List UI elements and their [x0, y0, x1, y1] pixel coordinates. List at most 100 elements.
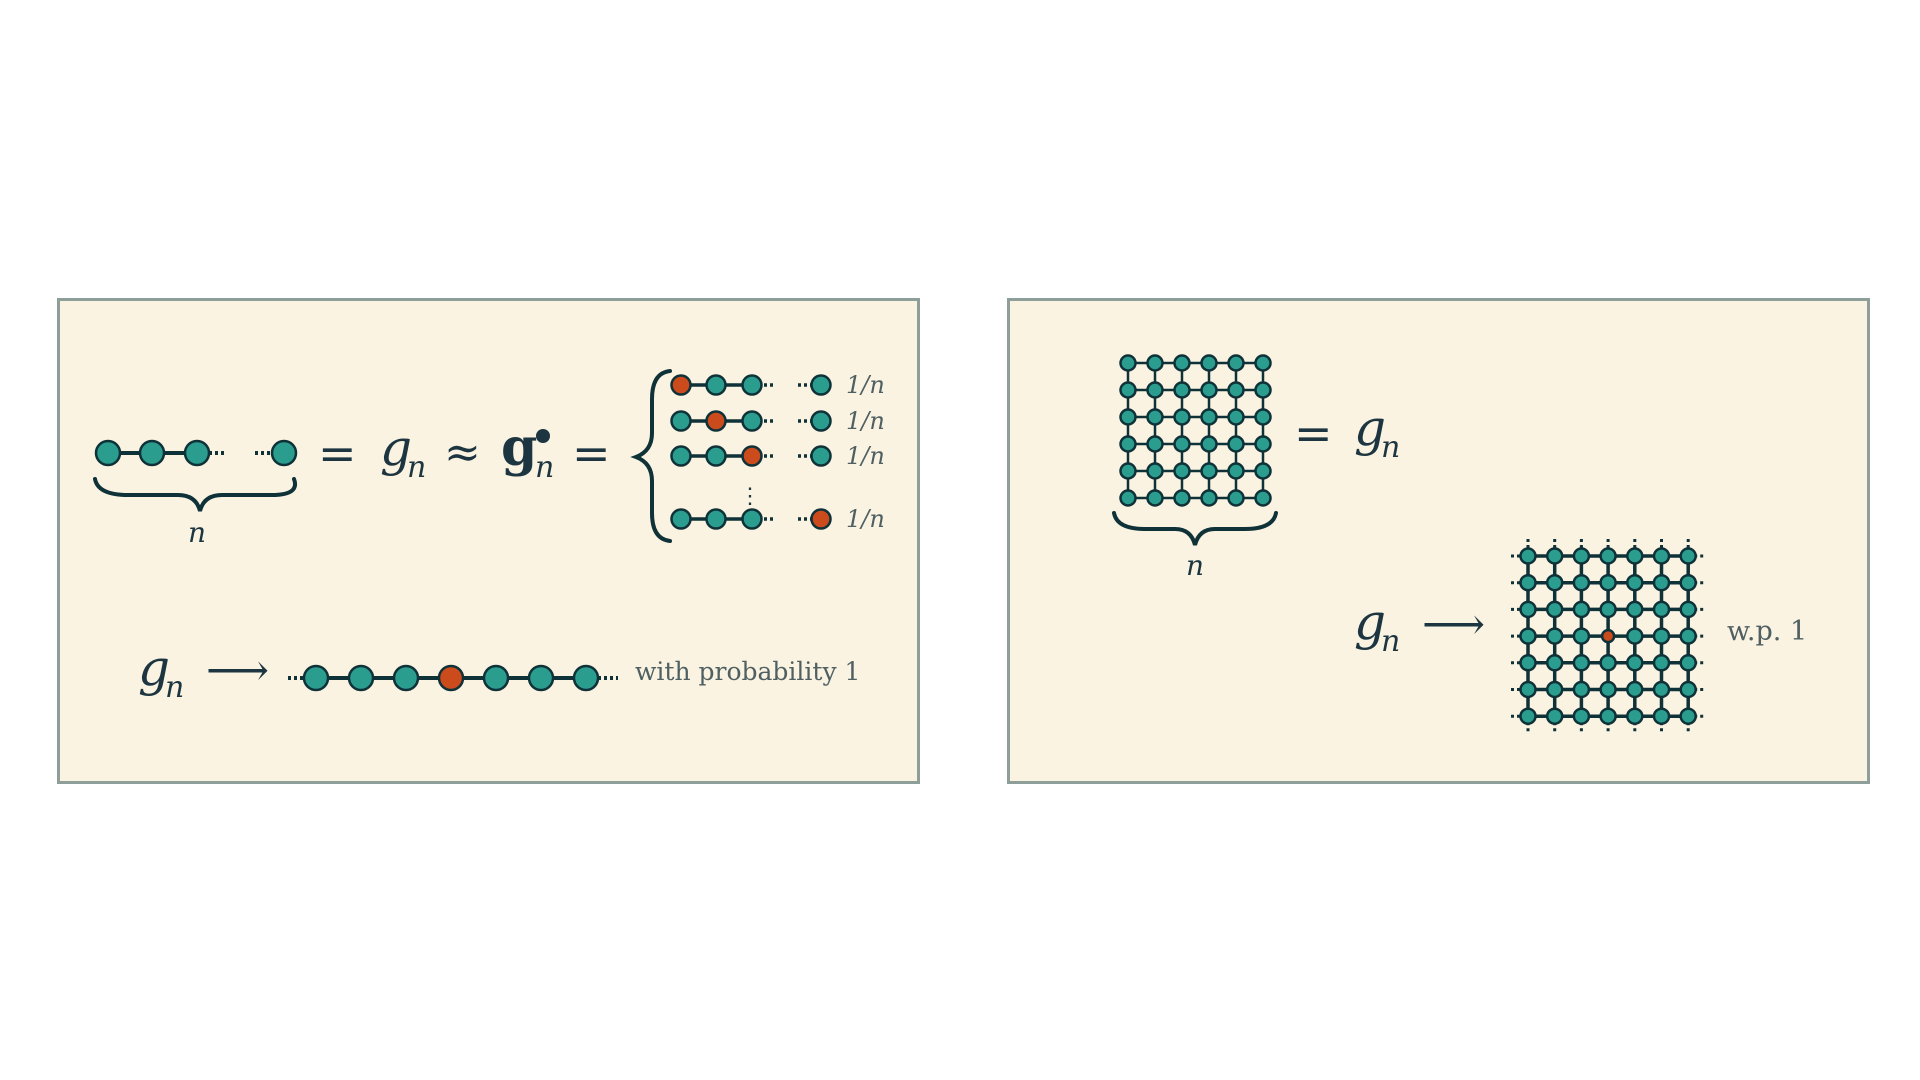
grid-brace-label-n: n: [1186, 549, 1204, 582]
underbrace: [93, 477, 297, 512]
vertex: [1679, 627, 1697, 645]
equals-sign: =: [318, 426, 357, 480]
vertex: [1119, 435, 1137, 453]
g-subscript-n: n: [407, 450, 426, 485]
left-panel: n = g n ≈ g n = 1/n 1/n 1/n 1/n ⋮ g n ⟶ wit…: [57, 298, 920, 784]
vertex: [1545, 573, 1564, 592]
vertex: [1626, 573, 1644, 592]
bold-g-subscript-n: n: [535, 450, 554, 485]
vertex: [572, 664, 600, 692]
vertex: [1519, 600, 1537, 619]
grid-limit-arrow: ⟶: [1422, 599, 1485, 650]
marked-vertex: [810, 508, 832, 530]
vertex: [1652, 680, 1671, 699]
vertex: [670, 410, 692, 432]
vertex: [741, 374, 763, 396]
grid-equals-sign: =: [1294, 406, 1333, 460]
right-panel: n = g n g n ⟶ w.p. 1: [1007, 298, 1870, 784]
vertex: [1545, 654, 1564, 672]
vertex: [1599, 600, 1617, 619]
grid-limit-g-subscript-n: n: [1381, 624, 1400, 659]
vertex: [810, 410, 832, 432]
vertex: [705, 445, 727, 467]
vertex: [1254, 462, 1272, 480]
vertex: [1173, 462, 1191, 480]
left-panel-diagram: n = g n ≈ g n = 1/n 1/n 1/n 1/n ⋮ g n ⟶ wit…: [93, 369, 885, 705]
case-probability-label: 1/n: [846, 371, 885, 399]
vertex: [1545, 547, 1564, 565]
vertex: [1519, 627, 1537, 645]
vertex: [741, 410, 763, 432]
cases-brace: [630, 369, 672, 543]
g-symbol: g: [380, 419, 412, 477]
vertex: [1519, 680, 1537, 699]
vertex: [1146, 408, 1164, 426]
vertex: [1519, 707, 1537, 725]
limit-arrow: ⟶: [206, 645, 269, 696]
vertex: [1626, 654, 1644, 672]
vertex: [1146, 381, 1164, 399]
vertex: [1626, 680, 1644, 699]
vertex: [1200, 462, 1218, 480]
approx-sign: ≈: [444, 427, 481, 478]
vertex: [1679, 600, 1697, 619]
vertex: [1679, 707, 1697, 725]
vertex: [1200, 489, 1218, 507]
vertex: [1119, 408, 1137, 426]
right-panel-diagram: n = g n g n ⟶ w.p. 1: [1112, 354, 1807, 734]
vertex: [1572, 600, 1591, 619]
rooted-bullet: [536, 429, 550, 443]
vertex: [302, 664, 330, 692]
infinite-path-graph: [288, 664, 618, 692]
vertex: [1572, 573, 1591, 592]
vertex: [1599, 573, 1617, 592]
vertex: [1545, 600, 1564, 619]
vertex: [1652, 707, 1671, 725]
vertex: [810, 445, 832, 467]
vertex: [1119, 462, 1137, 480]
vertex: [1652, 600, 1671, 619]
vertex: [1227, 435, 1245, 453]
vertex: [1679, 547, 1697, 565]
vertex: [1146, 489, 1164, 507]
vertex: [1545, 627, 1564, 645]
vertex: [1200, 354, 1218, 372]
vertex: [1545, 707, 1564, 725]
vertex: [482, 664, 510, 692]
vertex: [1173, 354, 1191, 372]
vertex: [1173, 489, 1191, 507]
vertex: [1200, 381, 1218, 399]
wp1-label: w.p. 1: [1727, 616, 1807, 647]
vertex: [1572, 627, 1591, 645]
vertex: [392, 664, 420, 692]
vertex: [1626, 547, 1644, 565]
vertex: [1119, 354, 1137, 372]
grid-underbrace: [1112, 511, 1278, 546]
vertex: [670, 445, 692, 467]
limit-g-subscript-n: n: [165, 670, 184, 705]
vertex: [1572, 654, 1591, 672]
vertex: [1519, 573, 1537, 592]
with-probability-label: with probability 1: [635, 657, 860, 686]
grid-g-subscript-n: n: [1381, 430, 1400, 465]
vertex: [1146, 435, 1164, 453]
vertex: [1227, 462, 1245, 480]
vertex: [1200, 435, 1218, 453]
vertex: [1545, 680, 1564, 699]
vertex: [138, 439, 166, 467]
marked-vertex: [670, 374, 692, 396]
bold-g-symbol: g: [501, 417, 537, 478]
finite-grid-graph: [1119, 354, 1272, 507]
vertex: [1652, 547, 1671, 565]
brace-label-n: n: [188, 516, 206, 549]
vertex: [1599, 680, 1617, 699]
vertex: [94, 439, 122, 467]
vertex: [1254, 408, 1272, 426]
vertex: [1254, 381, 1272, 399]
vertex: [1254, 354, 1272, 372]
vertex: [527, 664, 555, 692]
vertex: [347, 664, 375, 692]
finite-path-graph: [94, 439, 298, 467]
vertex: [1572, 680, 1591, 699]
vertex: [1572, 707, 1591, 725]
